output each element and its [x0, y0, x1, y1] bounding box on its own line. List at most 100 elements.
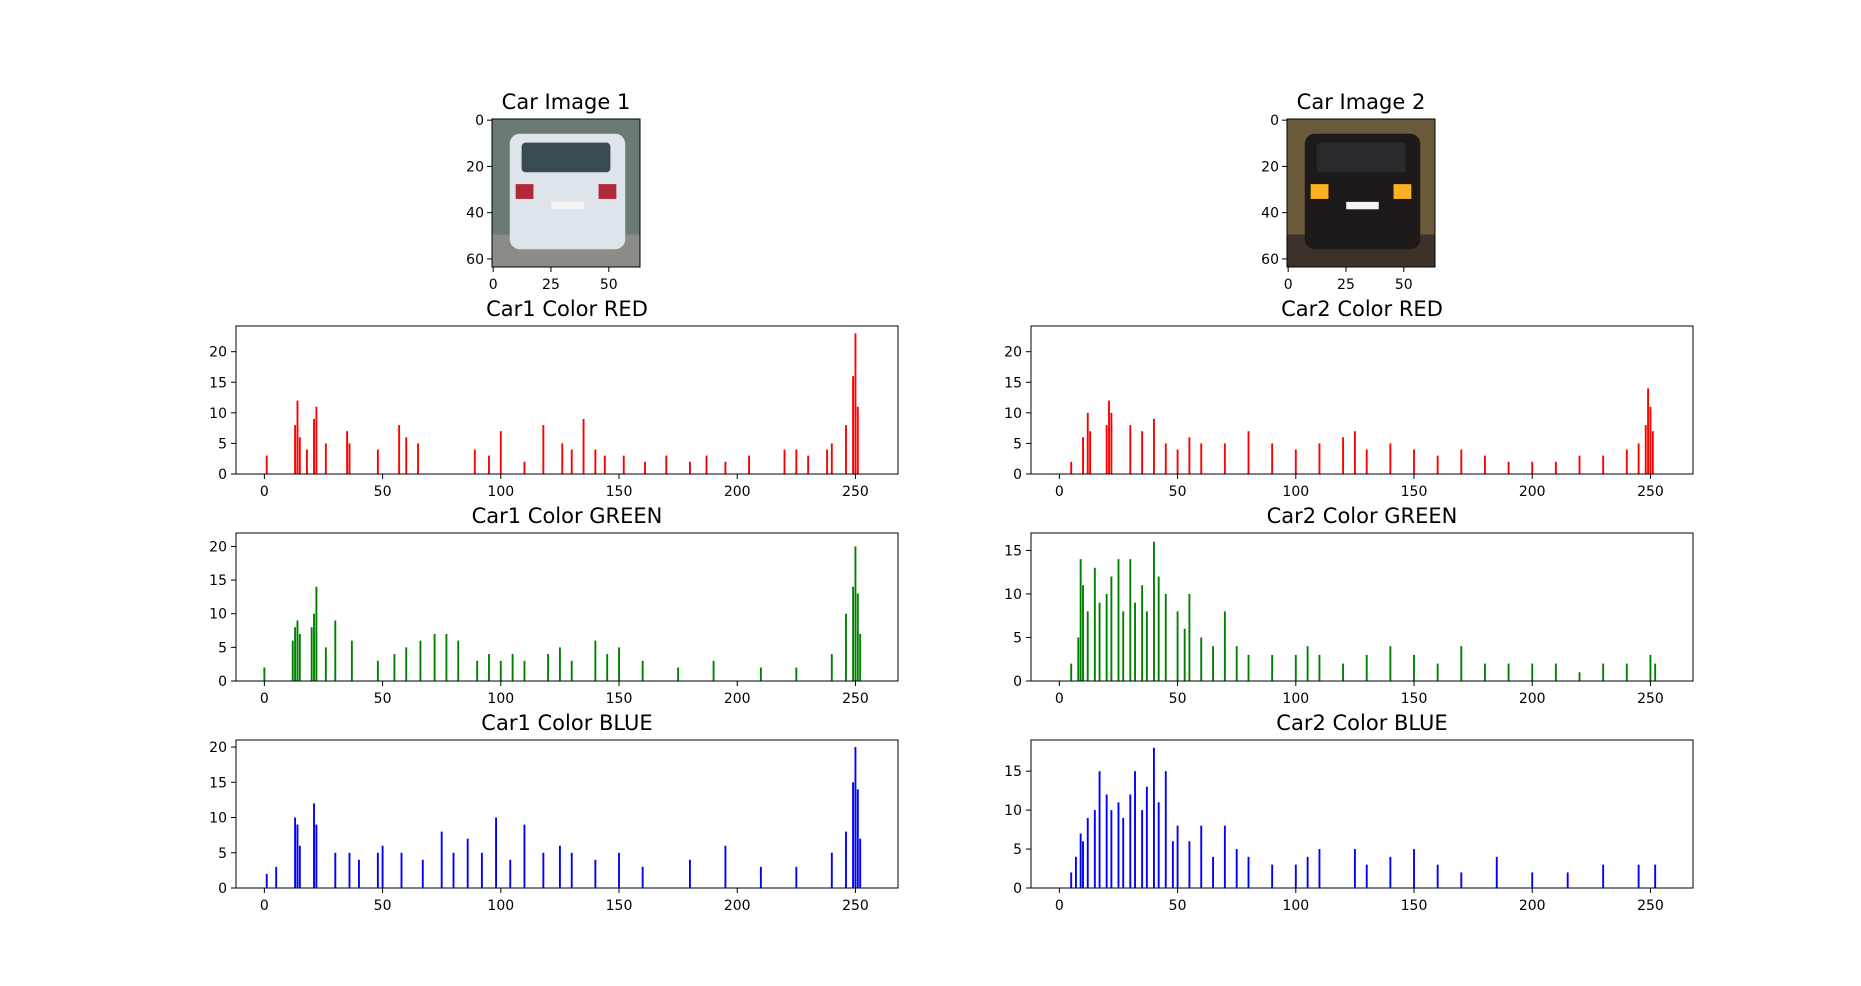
histogram-bar	[854, 546, 857, 681]
histogram-bar	[1070, 461, 1073, 474]
y-tick-label: 0	[1270, 113, 1279, 129]
x-tick-label: 0	[260, 484, 269, 500]
histogram-bar	[440, 831, 443, 888]
x-tick-label: 150	[606, 484, 633, 500]
histogram-bar	[1212, 646, 1214, 681]
histogram-bar	[398, 425, 401, 474]
x-tick-label: 100	[1282, 484, 1309, 500]
histogram-bar	[1129, 559, 1132, 681]
histogram-bar	[783, 449, 786, 474]
histogram-bar	[400, 852, 403, 888]
histogram-bar	[433, 633, 436, 681]
histogram-bar	[1654, 864, 1657, 888]
histogram-panel-1: Car1 Color RED 0 50 100 150 200 250 0 5 10 15 20	[209, 297, 899, 500]
histogram-bar	[1089, 431, 1092, 474]
histogram-bar	[1531, 872, 1534, 888]
histogram-bar	[724, 845, 727, 888]
histogram-bar	[1436, 663, 1439, 681]
histogram-bar	[1086, 817, 1089, 888]
histogram-bar	[298, 845, 301, 888]
histogram-bar	[618, 647, 620, 681]
histogram-bar	[856, 406, 859, 474]
y-tick-label: 5	[1013, 842, 1022, 858]
histogram-bar	[759, 667, 762, 681]
histogram-bar	[1176, 611, 1179, 681]
histogram-bar	[523, 461, 526, 474]
histogram-bar	[795, 449, 798, 474]
histogram-bar	[334, 620, 337, 681]
histogram-bar	[1389, 443, 1392, 474]
histogram-bar	[376, 852, 379, 888]
histogram-bar	[1183, 628, 1186, 681]
histogram-bar	[1134, 771, 1136, 888]
histogram-bar	[1082, 841, 1084, 888]
histogram-bar	[1625, 449, 1628, 474]
histogram-bar	[348, 443, 351, 474]
histogram-bar	[298, 437, 301, 474]
histogram-bar	[859, 633, 862, 681]
histogram-bar	[1365, 449, 1368, 474]
histogram-bar	[1082, 437, 1084, 474]
y-tick-label: 0	[1013, 674, 1022, 690]
chart-title: Car2 Color RED	[1281, 297, 1443, 321]
histogram-bar	[419, 640, 422, 681]
histogram-bar	[1074, 856, 1077, 888]
histogram-bar	[488, 654, 490, 681]
histogram-bar	[1649, 406, 1652, 474]
plot-frame	[1030, 739, 1694, 889]
histogram-bar	[1365, 864, 1368, 888]
histogram-bar	[523, 660, 526, 681]
plot-frame	[1030, 532, 1694, 682]
histogram-bar	[1271, 654, 1274, 681]
plot-frame	[235, 325, 899, 475]
histogram-bar	[688, 461, 691, 474]
histogram-bar	[1164, 771, 1167, 888]
histogram-bar	[348, 852, 351, 888]
histogram-bar	[466, 838, 469, 888]
car-images-layer: Car Image 1 0 25 50 0 20 40 60 Car Image 2 0 25 50 0…	[466, 90, 1436, 293]
y-tick-label: 5	[218, 436, 227, 452]
histogram-bar	[1353, 849, 1356, 888]
y-tick-label: 20	[1261, 159, 1279, 175]
histogram-bar	[570, 852, 573, 888]
histogram-bar	[393, 654, 396, 681]
y-tick-label: 15	[209, 573, 227, 589]
histogram-bar	[1079, 559, 1082, 681]
histogram-bar	[313, 613, 315, 681]
histogram-bar	[305, 449, 308, 474]
histogram-bar	[1531, 663, 1534, 681]
histogram-bar	[1070, 663, 1073, 681]
plot-frame	[235, 532, 899, 682]
x-tick-label: 0	[260, 898, 269, 914]
histogram-bar	[1117, 802, 1120, 888]
histogram-bar	[1129, 425, 1132, 474]
histogram-bar	[1164, 593, 1167, 681]
histogram-bar	[1602, 455, 1605, 474]
histogram-bar	[509, 859, 512, 888]
histogram-bar	[1483, 663, 1486, 681]
histogram-bar	[1200, 825, 1203, 888]
histogram-bar	[324, 647, 327, 681]
histogram-bar	[622, 455, 625, 474]
x-tick-label: 200	[724, 898, 751, 914]
chart-title: Car1 Color BLUE	[481, 711, 652, 735]
histogram-bar	[315, 824, 318, 888]
histogram-bar	[807, 455, 810, 474]
histogram-bar	[665, 455, 668, 474]
histogram-bar	[1164, 443, 1167, 474]
histogram-bar	[315, 406, 318, 474]
histogram-bar	[542, 852, 545, 888]
x-tick-label: 50	[1395, 277, 1413, 293]
histogram-bar	[1566, 872, 1569, 888]
histogram-bar	[1176, 825, 1179, 888]
histogram-bar	[641, 660, 644, 681]
histogram-bar	[1093, 567, 1096, 681]
histogram-bar	[759, 866, 762, 888]
histogram-bar	[265, 455, 268, 474]
histogram-bar	[1247, 431, 1250, 474]
histogram-bar	[294, 425, 297, 474]
histogram-bar	[1200, 443, 1203, 474]
chart-title: Car2 Color GREEN	[1267, 504, 1458, 528]
